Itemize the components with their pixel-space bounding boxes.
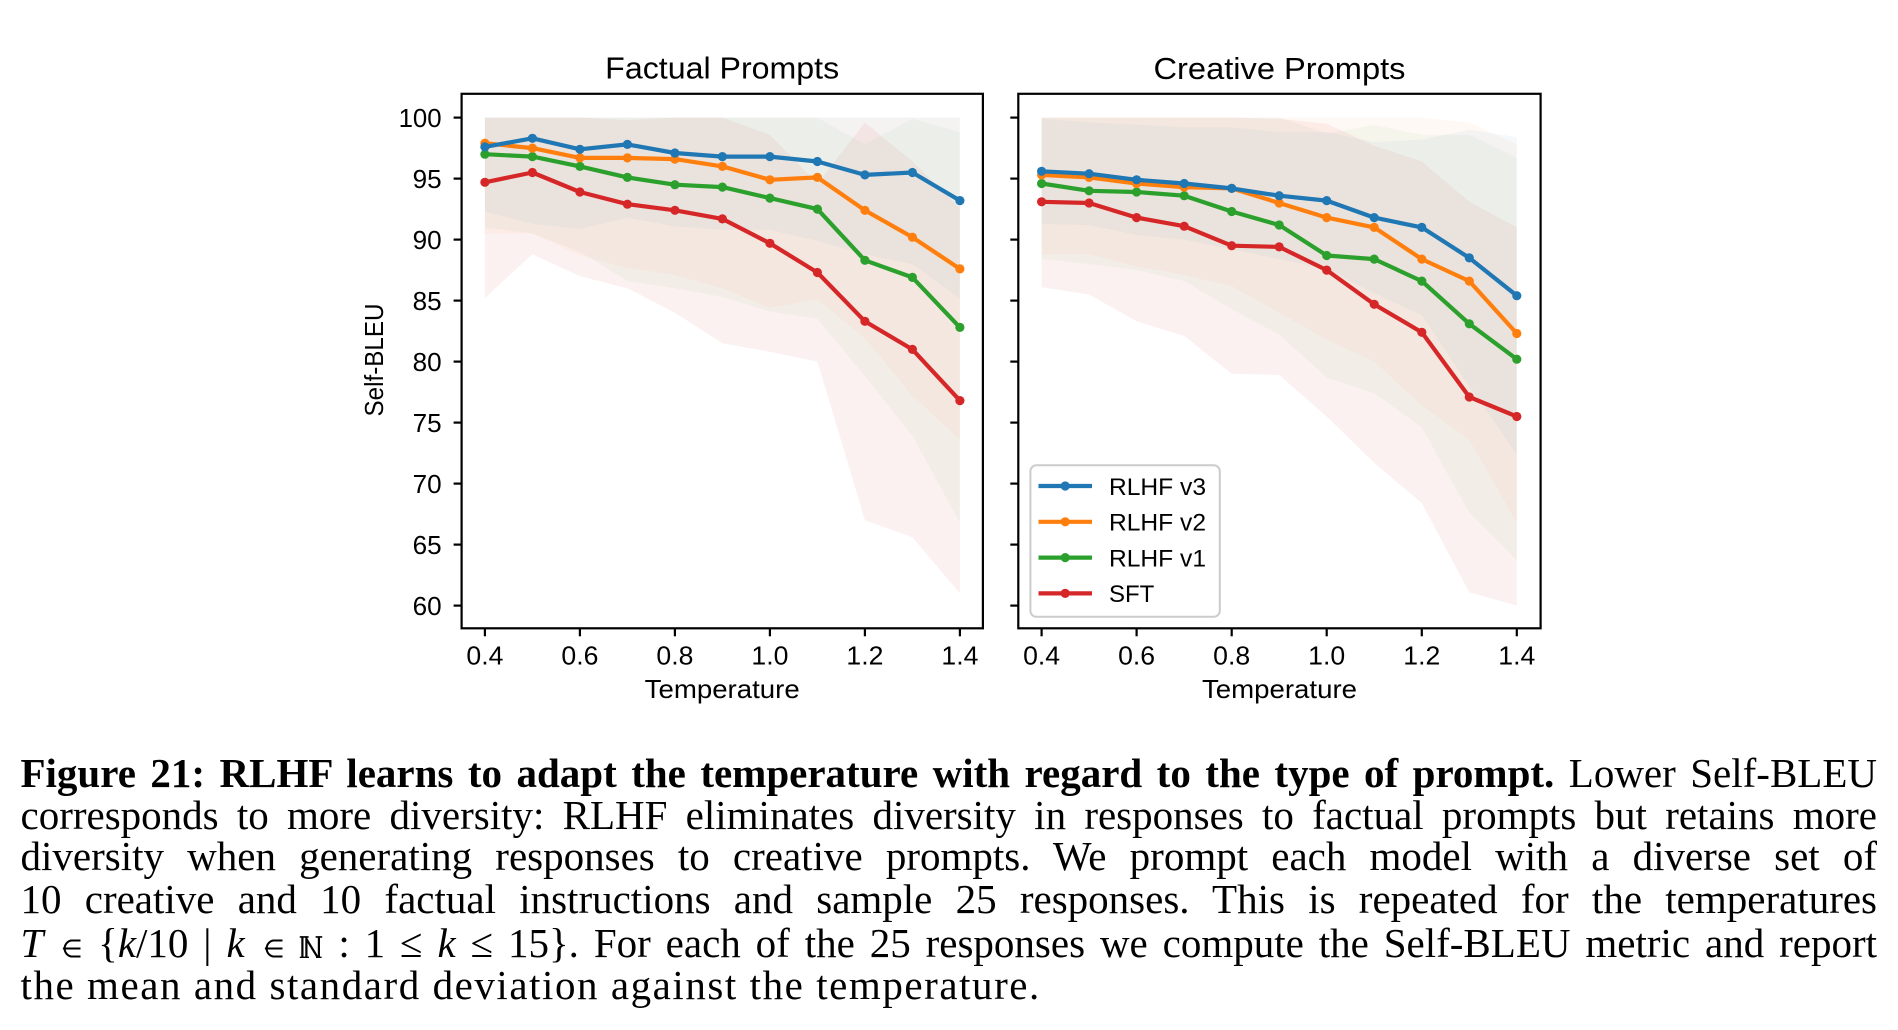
svg-text:SFT: SFT: [1109, 581, 1155, 608]
svg-text:Temperature: Temperature: [645, 674, 800, 704]
svg-text:Creative Prompts: Creative Prompts: [1154, 51, 1406, 86]
svg-text:1.2: 1.2: [846, 641, 883, 671]
svg-text:0.8: 0.8: [656, 641, 693, 671]
svg-text:RLHF v2: RLHF v2: [1109, 510, 1206, 537]
svg-text:65: 65: [413, 530, 442, 560]
svg-text:0.6: 0.6: [1118, 641, 1155, 671]
svg-text:85: 85: [413, 286, 442, 316]
svg-text:95: 95: [413, 164, 442, 194]
svg-text:1.4: 1.4: [1498, 641, 1535, 671]
svg-text:1.4: 1.4: [941, 641, 978, 671]
svg-text:0.4: 0.4: [1023, 641, 1060, 671]
svg-text:RLHF v3: RLHF v3: [1109, 474, 1206, 501]
svg-text:100: 100: [399, 103, 442, 133]
svg-text:0.4: 0.4: [466, 641, 503, 671]
svg-text:80: 80: [413, 347, 442, 377]
svg-text:75: 75: [413, 408, 442, 438]
svg-text:0.8: 0.8: [1213, 641, 1250, 671]
svg-text:Factual Prompts: Factual Prompts: [605, 51, 839, 86]
svg-text:RLHF v1: RLHF v1: [1109, 545, 1206, 572]
svg-text:1.0: 1.0: [1308, 641, 1345, 671]
svg-text:Self-BLEU: Self-BLEU: [359, 304, 389, 417]
svg-text:0.6: 0.6: [561, 641, 598, 671]
svg-text:1.0: 1.0: [751, 641, 788, 671]
svg-text:Temperature: Temperature: [1202, 674, 1357, 704]
svg-text:90: 90: [413, 225, 442, 255]
svg-text:1.2: 1.2: [1403, 641, 1440, 671]
svg-text:70: 70: [413, 469, 442, 499]
svg-text:60: 60: [413, 591, 442, 621]
